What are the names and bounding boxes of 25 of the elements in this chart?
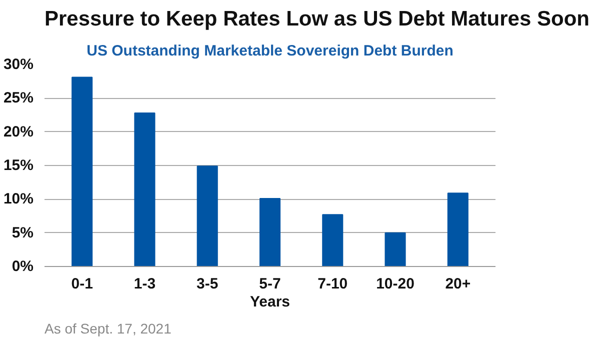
bar — [72, 76, 93, 266]
y-tick-label: 25% — [3, 90, 34, 107]
x-tick-label: 0-1 — [71, 276, 93, 292]
bar — [384, 232, 406, 266]
bar — [196, 166, 218, 266]
y-tick-label: 10% — [3, 190, 34, 208]
x-tick-label: 7-10 — [318, 276, 348, 292]
x-tick-label: 20+ — [445, 276, 471, 292]
x-tick-label: 5-7 — [259, 276, 281, 292]
text: As of Sept. 17, 2021 — [44, 320, 172, 336]
bar — [447, 192, 468, 266]
bar — [322, 214, 344, 266]
y-tick-label: 0% — [12, 258, 34, 275]
y-tick-label: 20% — [3, 123, 34, 140]
x-axis-title: Years — [250, 294, 290, 310]
x-tick-label: 1-3 — [134, 276, 156, 292]
y-tick-label: 30% — [3, 56, 34, 73]
y-tick-label: 15% — [3, 157, 34, 174]
chart-title: Pressure to Keep Rates Low as US Debt Matures Soon — [44, 8, 590, 30]
x-tick-label: 3-5 — [196, 276, 218, 292]
chart-subtitle: US Outstanding Marketable Sovereign Debt Burden — [86, 42, 454, 60]
bar — [259, 198, 281, 266]
x-tick-label: 10-20 — [376, 276, 414, 292]
y-tick-label: 5% — [12, 224, 34, 242]
bar — [134, 112, 156, 266]
